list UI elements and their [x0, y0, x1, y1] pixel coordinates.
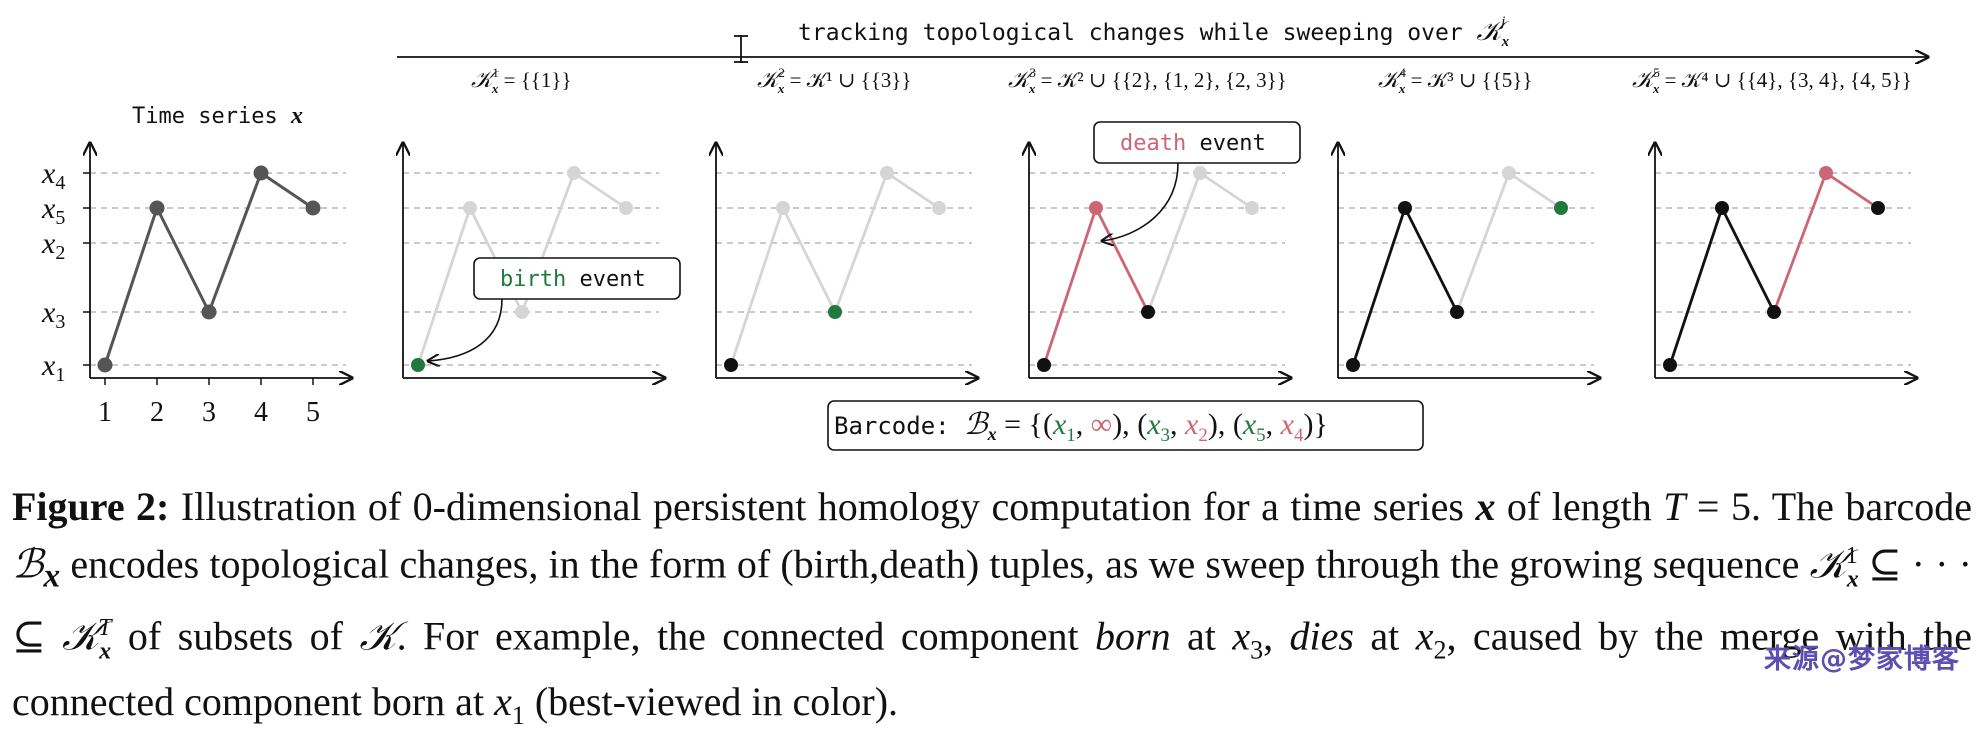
series-edge	[416, 207, 472, 366]
series-point	[619, 201, 633, 215]
series-point	[1141, 305, 1155, 319]
text-cursor-icon	[734, 35, 748, 63]
watermark: 来源@梦家博客	[1764, 644, 1960, 675]
series-point	[1346, 358, 1360, 372]
series-point	[724, 358, 738, 372]
series-edge	[1508, 171, 1562, 210]
series-edge	[1825, 171, 1879, 210]
series-point	[1663, 358, 1677, 372]
series-edge	[781, 207, 837, 313]
x-tick-label: 1	[98, 397, 112, 428]
series-title: Time series x	[132, 103, 303, 129]
set-formula-3: 𝒦3 x = 𝒦² ∪ {{2}, {1, 2}, {2, 3}}	[1008, 65, 1287, 96]
panel-5	[1338, 143, 1600, 378]
series-point	[567, 166, 581, 180]
y-label: x2	[41, 227, 65, 264]
series-edge	[573, 171, 627, 210]
series-edge	[1668, 207, 1724, 366]
series-edge	[1772, 172, 1828, 313]
barcode-formula: Barcode: ℬx = {(x1, ∞), (x3, x2), (x5, x…	[834, 408, 1328, 446]
series-point	[1715, 201, 1729, 215]
set-formula-2: 𝒦2 x = 𝒦¹ ∪ {{3}}	[757, 65, 911, 96]
series-point	[463, 201, 477, 215]
set-formulas: 𝒦1 x = {{1}} 𝒦2 x = 𝒦¹ ∪ {{3}} 𝒦3 x = 𝒦² ∪ {{…	[471, 65, 1912, 96]
series-edge	[1720, 207, 1776, 313]
series-edge	[103, 207, 159, 366]
series-point	[1398, 201, 1412, 215]
series-edge	[729, 207, 785, 366]
sweep-header: tracking topological changes while sweep…	[397, 14, 1928, 63]
series-point	[253, 165, 269, 181]
birth-word: birth	[500, 267, 566, 292]
barcode-box: Barcode: ℬx = {(x1, ∞), (x3, x2), (x5, x…	[827, 400, 1424, 451]
y-label: x3	[41, 296, 65, 333]
series-point	[828, 305, 842, 319]
panel-1	[83, 143, 352, 385]
series-point	[1819, 166, 1833, 180]
series-point	[1089, 201, 1103, 215]
series-edge	[1146, 172, 1202, 313]
caption-label: Figure 2:	[12, 484, 170, 529]
panels	[83, 143, 1917, 385]
x-tick-label: 3	[202, 397, 216, 428]
panel-6	[1655, 143, 1917, 378]
series-point	[1037, 358, 1051, 372]
death-callout: death event	[1093, 121, 1301, 241]
series-point	[932, 201, 946, 215]
series-edge	[260, 171, 314, 210]
series-point	[97, 357, 113, 373]
panel-4	[1029, 143, 1291, 378]
panel-3	[716, 143, 978, 378]
series-edge	[1351, 207, 1407, 366]
x-axis-tick-labels: 1 2 3 4 5	[98, 397, 320, 428]
series-point	[1502, 166, 1516, 180]
series-point	[880, 166, 894, 180]
series-edge	[886, 171, 940, 210]
series-point	[1871, 201, 1885, 215]
series-point	[515, 305, 529, 319]
set-formula-5: 𝒦5 x = 𝒦⁴ ∪ {{4}, {3, 4}, {4, 5}}	[1632, 65, 1912, 96]
svg-text:birth event: birth event	[500, 267, 646, 292]
series-point	[1554, 201, 1568, 215]
set-formula-4: 𝒦4 x = 𝒦³ ∪ {{5}}	[1378, 65, 1532, 96]
series-edge	[1199, 171, 1253, 210]
series-edge	[155, 207, 211, 313]
x-tick-label: 2	[150, 397, 164, 428]
series-point	[149, 200, 165, 216]
x-tick-label: 5	[306, 397, 320, 428]
series-edge	[833, 172, 889, 313]
series-edge	[1042, 207, 1098, 366]
svg-text:death event: death event	[1120, 131, 1266, 156]
series-point	[1193, 166, 1207, 180]
series-point	[776, 201, 790, 215]
series-point	[411, 358, 425, 372]
set-formula-1: 𝒦1 x = {{1}}	[471, 65, 572, 96]
figure-caption: Figure 2: Illustration of 0-dimensional …	[12, 484, 1973, 731]
series-point	[201, 304, 217, 320]
series-edge	[207, 172, 263, 313]
birth-callout: birth event	[428, 257, 681, 361]
y-label: x4	[41, 157, 65, 194]
sweep-title: tracking topological changes while sweep…	[798, 14, 1510, 50]
series-point	[1450, 305, 1464, 319]
series-point	[1245, 201, 1259, 215]
x-tick-label: 4	[254, 397, 268, 428]
series-edge	[1403, 207, 1459, 313]
death-word: death	[1120, 131, 1186, 156]
y-label: x1	[41, 349, 65, 386]
y-label: x5	[41, 192, 65, 229]
series-point	[1767, 305, 1781, 319]
series-edge	[1094, 207, 1150, 313]
figure-2: tracking topological changes while sweep…	[41, 14, 1982, 451]
series-edge	[1455, 172, 1511, 313]
series-point	[305, 200, 321, 216]
